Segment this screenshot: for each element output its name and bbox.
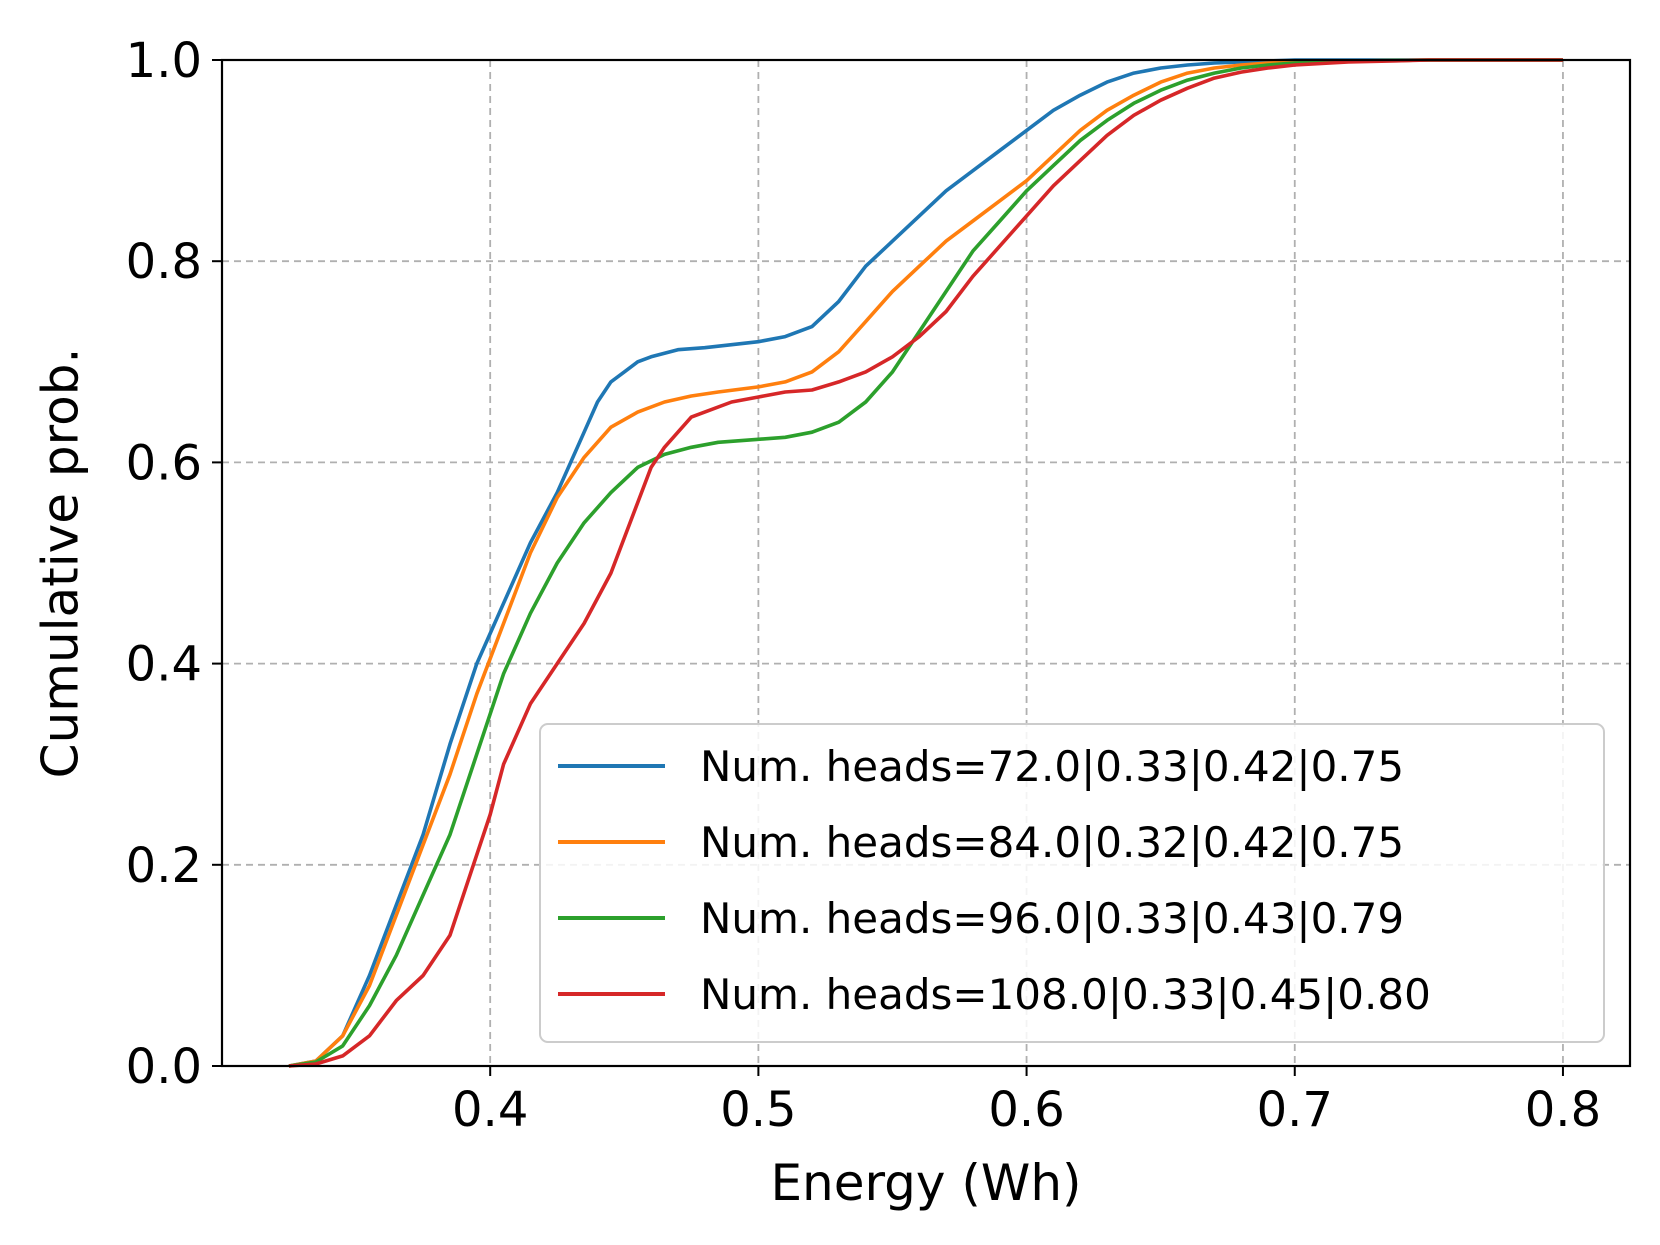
y-tick-label: 0.0: [126, 1039, 202, 1095]
x-axis-label: Energy (Wh): [770, 1154, 1081, 1212]
axis-ticks: 0.4 0.5 0.6 0.7 0.8 0.0 0.2 0.4 0.6 0.8 1.0: [126, 33, 1601, 1138]
x-tick-label: 0.6: [988, 1082, 1064, 1138]
legend: Num. heads=72.0|0.33|0.42|0.75 Num. heads…: [539, 723, 1605, 1043]
y-tick-label: 0.2: [126, 838, 202, 894]
series-line-3: [288, 58, 1563, 1068]
y-tick-label: 1.0: [126, 33, 202, 89]
grid-lines: [222, 60, 1630, 1066]
y-tick-label: 0.4: [126, 637, 202, 693]
y-tick-label: 0.6: [126, 435, 202, 491]
legend-box: [539, 723, 1605, 1043]
legend-label-1: Num. heads=72.0|0.33|0.42|0.75: [700, 742, 1404, 791]
series-line-4: [288, 58, 1563, 1068]
x-tick-label: 0.8: [1525, 1082, 1601, 1138]
x-tick-label: 0.5: [720, 1082, 796, 1138]
x-tick-label: 0.7: [1257, 1082, 1333, 1138]
legend-label-2: Num. heads=84.0|0.32|0.42|0.75: [700, 818, 1404, 867]
series-line-2: [288, 58, 1563, 1068]
y-tick-label: 0.8: [126, 234, 202, 290]
y-axis-label: Cumulative prob.: [32, 348, 90, 779]
plot-frame: [220, 58, 1632, 1068]
legend-label-3: Num. heads=96.0|0.33|0.43|0.79: [700, 894, 1404, 943]
series-line-1: [288, 58, 1563, 1068]
series-lines: [288, 58, 1563, 1068]
x-tick-label: 0.4: [452, 1082, 528, 1138]
legend-label-4: Num. heads=108.0|0.33|0.45|0.80: [700, 970, 1431, 1019]
